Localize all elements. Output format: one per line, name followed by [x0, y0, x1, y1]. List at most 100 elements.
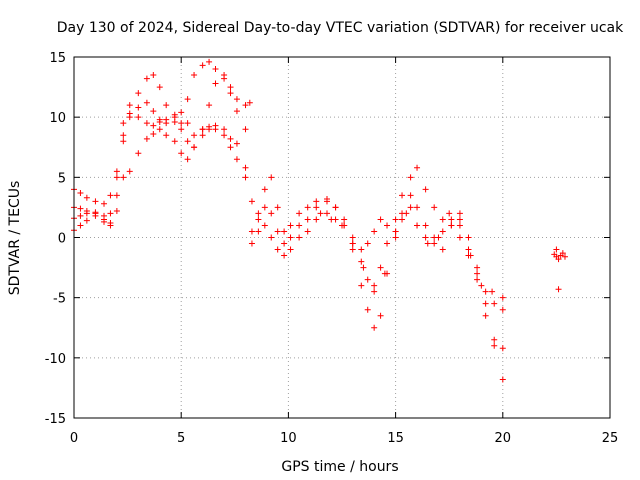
data-point — [178, 150, 185, 157]
data-point — [261, 186, 268, 193]
data-point — [287, 246, 294, 253]
data-point — [422, 222, 429, 229]
data-point — [101, 218, 108, 225]
data-point — [150, 122, 157, 129]
data-point — [212, 126, 219, 133]
data-point — [255, 228, 262, 235]
x-axis-label: GPS time / hours — [281, 459, 398, 475]
series-band-h — [317, 210, 506, 301]
y-tick-label: 10 — [49, 111, 66, 126]
data-point — [206, 102, 213, 109]
data-point — [341, 216, 348, 223]
y-axis-label: SDTVAR / TECUs — [7, 181, 23, 296]
data-point — [206, 58, 213, 65]
data-point — [242, 174, 249, 181]
data-point — [268, 174, 275, 181]
data-point — [227, 144, 234, 151]
data-point — [274, 204, 281, 211]
data-point — [482, 300, 489, 307]
data-point — [178, 120, 185, 127]
data-point — [317, 210, 324, 217]
data-point — [126, 114, 133, 121]
y-tick-label: -15 — [45, 412, 66, 427]
data-point — [281, 252, 288, 259]
data-point — [371, 282, 378, 289]
data-point — [126, 102, 133, 109]
data-point — [422, 234, 429, 241]
data-point — [296, 222, 303, 229]
data-point — [171, 118, 178, 125]
data-point — [107, 222, 114, 229]
data-point — [435, 234, 442, 241]
data-point — [199, 126, 206, 133]
data-point — [156, 84, 163, 91]
data-point — [255, 210, 262, 217]
data-point — [77, 189, 84, 196]
data-point — [364, 306, 371, 313]
data-point — [246, 99, 253, 106]
data-point — [407, 204, 414, 211]
data-point — [381, 270, 388, 277]
data-point — [489, 288, 496, 295]
data-point — [184, 138, 191, 145]
data-point — [248, 198, 255, 205]
data-point — [83, 217, 90, 224]
data-point — [274, 246, 281, 253]
data-point — [313, 204, 320, 211]
data-point — [465, 246, 472, 253]
data-point — [135, 90, 142, 97]
data-point — [113, 168, 120, 175]
data-point — [414, 164, 421, 171]
data-point — [349, 246, 356, 253]
data-point — [233, 140, 240, 147]
data-point — [227, 135, 234, 142]
series-band-a — [71, 58, 253, 207]
data-point — [439, 228, 446, 235]
data-point — [431, 204, 438, 211]
data-point — [248, 228, 255, 235]
data-point — [143, 75, 150, 82]
data-point — [323, 210, 330, 217]
data-point — [360, 264, 367, 271]
data-point — [555, 256, 562, 263]
data-point — [227, 84, 234, 91]
data-point — [407, 174, 414, 181]
data-point — [328, 216, 335, 223]
data-point — [120, 132, 127, 139]
data-point — [456, 234, 463, 241]
data-point — [113, 208, 120, 215]
data-point — [171, 111, 178, 118]
data-point — [221, 126, 228, 133]
data-point — [77, 222, 84, 229]
data-point — [83, 194, 90, 201]
chart-title: Day 130 of 2024, Sidereal Day-to-day VTE… — [57, 20, 624, 36]
data-point — [113, 192, 120, 199]
x-tick-label: 20 — [495, 431, 512, 446]
data-point — [456, 210, 463, 217]
data-point — [92, 198, 99, 205]
data-point — [474, 264, 481, 271]
y-tick-label: 15 — [49, 51, 66, 66]
data-point — [399, 216, 406, 223]
data-point — [150, 131, 157, 138]
data-point — [212, 80, 219, 87]
data-point — [448, 222, 455, 229]
data-point — [349, 240, 356, 247]
data-point — [499, 306, 506, 313]
data-point — [424, 240, 431, 247]
data-point — [120, 120, 127, 127]
data-point — [83, 210, 90, 217]
data-point — [255, 216, 262, 223]
data-point — [323, 195, 330, 202]
data-point — [107, 210, 114, 217]
data-point — [178, 126, 185, 133]
data-point — [555, 286, 562, 293]
data-point — [448, 216, 455, 223]
data-point — [261, 222, 268, 229]
data-point — [163, 132, 170, 139]
data-point — [287, 222, 294, 229]
data-point — [143, 99, 150, 106]
data-point — [559, 250, 566, 257]
data-point — [392, 216, 399, 223]
